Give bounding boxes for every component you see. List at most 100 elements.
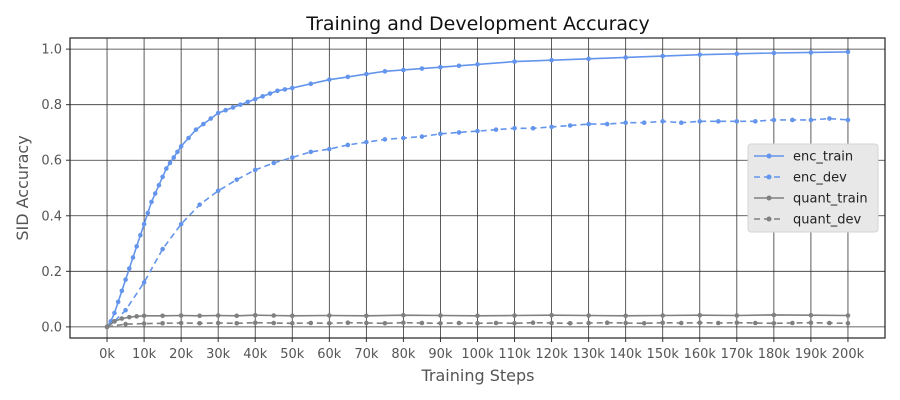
data-point [289,85,295,91]
x-tick-label: 60k [317,347,342,362]
data-point [364,71,369,77]
data-point [156,182,162,188]
data-point [845,117,851,123]
x-tick-label: 120k [535,347,568,362]
x-tick-label: 180k [758,347,791,362]
y-tick-label: 0.0 [41,320,62,335]
data-point [475,62,480,67]
data-point [141,221,147,227]
data-point [327,146,332,152]
data-point [401,312,406,318]
data-point [401,320,406,326]
data-point [715,320,721,326]
data-point [171,155,177,160]
data-point [138,232,143,238]
data-point [845,320,851,326]
data-point [175,149,180,155]
data-point [252,96,258,102]
data-point [697,312,703,318]
x-tick-label: 50k [280,347,305,362]
data-point [134,244,139,249]
data-point [382,137,388,142]
data-point [586,56,591,62]
x-tick-label: 100k [461,347,494,362]
data-point [119,288,125,294]
data-point [641,120,647,126]
data-point [734,51,740,57]
data-point [512,320,517,326]
x-tick-label: 70k [354,347,379,362]
data-point [827,320,832,326]
data-point [567,320,573,326]
data-point [245,99,251,105]
data-point [197,320,202,326]
data-point [201,121,206,127]
data-point [149,199,154,205]
data-point [215,110,221,116]
data-point [252,320,258,326]
x-tick-label: 200k [832,347,865,362]
y-tick-label: 0.8 [41,98,62,113]
data-point [808,320,814,326]
x-tick-label: 110k [498,347,531,362]
data-point [234,313,240,319]
legend-marker [766,216,772,222]
data-point [141,313,147,319]
data-point [660,53,666,59]
data-point [308,320,314,326]
x-tick-label: 160k [684,347,717,362]
data-point [130,255,136,260]
data-point [382,320,388,326]
data-point [586,320,591,326]
data-point [126,266,132,271]
data-point [289,313,295,319]
data-point [771,117,777,123]
data-point [827,116,832,121]
data-point [282,87,288,92]
legend-label: enc_train [793,150,853,165]
data-point [160,246,165,252]
data-point [604,121,610,127]
data-point [456,63,462,69]
y-axis-label: SID Accuracy [13,135,32,240]
legend-marker [766,153,772,159]
legend-item-enc-train: enc_train [754,150,853,165]
data-point [697,52,703,57]
y-tick-label: 1.0 [41,43,62,58]
data-point [771,320,777,326]
data-point [438,64,443,70]
data-point [345,74,351,80]
data-point [178,221,184,227]
data-point [623,320,628,326]
data-point [112,310,117,316]
data-point [697,119,703,124]
data-point [475,313,480,319]
data-point [141,321,147,326]
x-tick-label: 170k [721,347,754,362]
data-point [734,119,740,124]
x-tick-label: 20k [169,347,194,362]
data-point [119,316,125,321]
data-point [623,120,628,126]
data-point [271,313,277,318]
x-tick-label: 80k [391,347,416,362]
series-layer [104,49,851,330]
data-point [678,320,684,326]
data-point [586,121,591,127]
data-point [178,144,184,149]
data-point [475,320,480,326]
y-axis-ticks: 0.0 0.2 0.4 0.6 0.8 1.0 [41,43,70,335]
legend-marker [766,195,772,201]
data-point [734,320,740,326]
data-point [215,320,221,326]
data-point [808,117,814,123]
data-point [401,135,406,141]
x-tick-label: 30k [206,347,231,362]
data-point [438,131,443,137]
data-point [141,280,147,285]
data-point [660,119,666,124]
x-tick-label: 90k [428,347,453,362]
legend-label: quant_dev [793,213,862,228]
data-point [364,139,369,145]
data-point [123,307,128,313]
